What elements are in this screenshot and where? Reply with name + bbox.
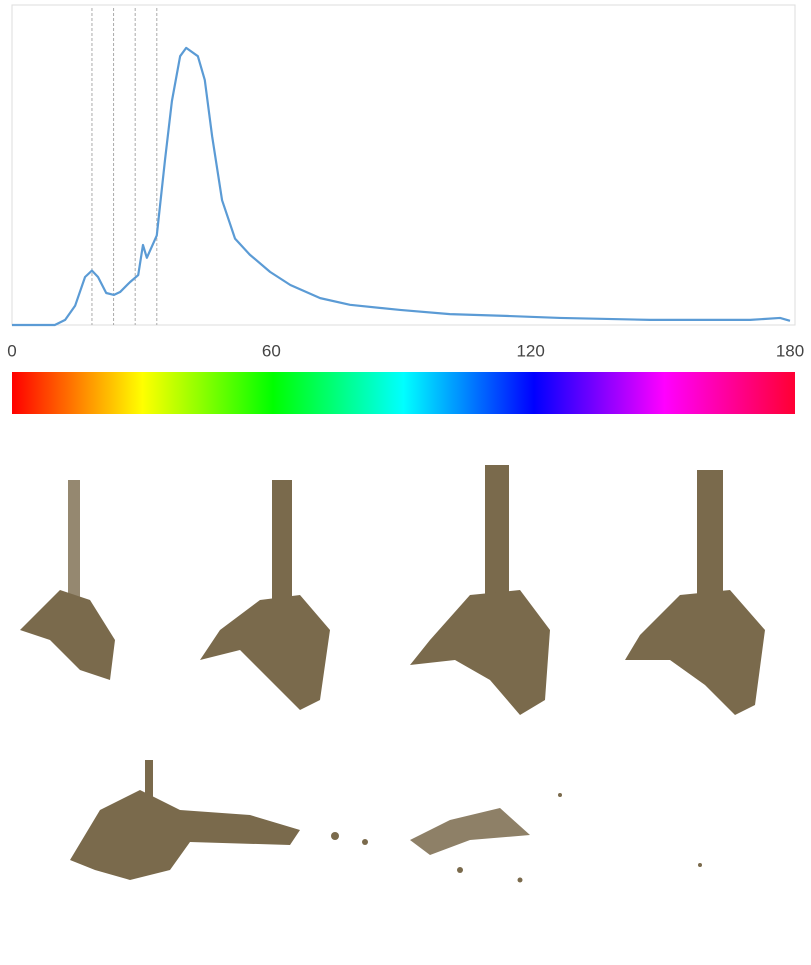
stump-1 <box>20 480 115 680</box>
stump-2 <box>200 480 330 710</box>
x-tick-label: 120 <box>516 341 544 360</box>
stump-3 <box>410 465 550 715</box>
hue-colorbar <box>12 372 795 414</box>
hue-curve <box>12 46 791 327</box>
x-tick-label: 0 <box>7 341 16 360</box>
x-tick-label: 180 <box>776 341 804 360</box>
stump-5 <box>70 760 702 883</box>
x-tick-label: 60 <box>262 341 281 360</box>
stump-4 <box>625 470 765 715</box>
stump-images <box>20 465 765 883</box>
plot-frame <box>11 4 796 326</box>
